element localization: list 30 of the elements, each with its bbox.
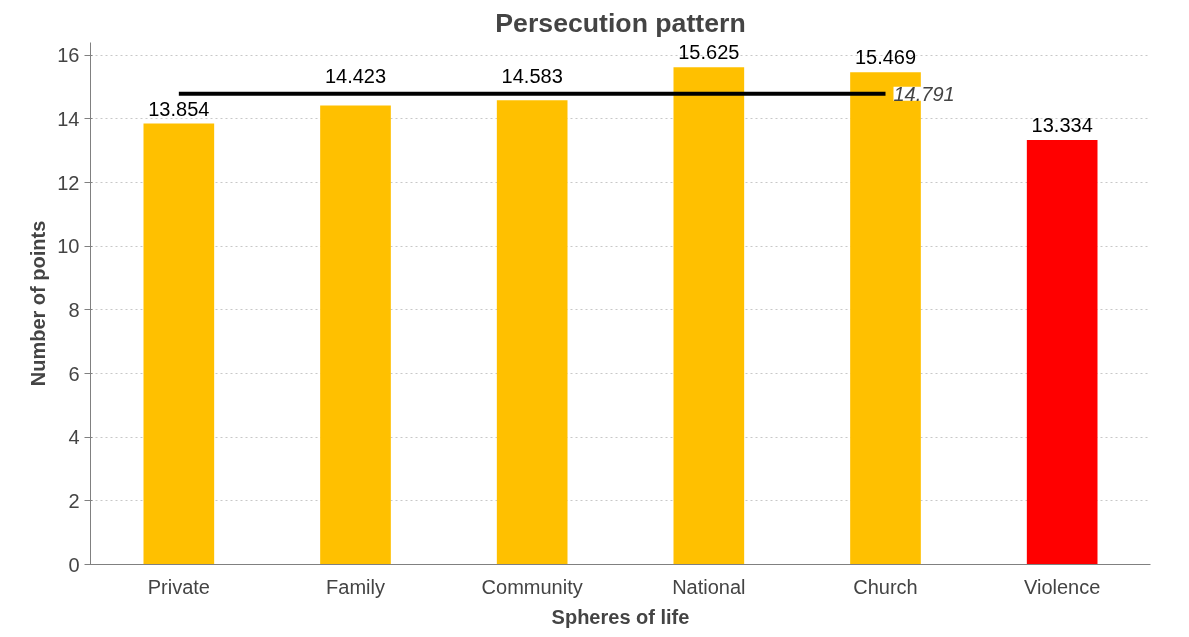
- data-label: 14.583: [501, 64, 563, 87]
- x-tick-label: Church: [853, 575, 918, 598]
- x-tick-label: Violence: [1023, 575, 1101, 598]
- y-tick-label: 16: [57, 44, 80, 67]
- x-tick-label: Family: [326, 575, 385, 598]
- chart-title: Persecution pattern: [495, 7, 746, 38]
- y-tick-label: 6: [68, 362, 80, 385]
- data-label: 15.625: [678, 41, 740, 64]
- y-tick-label: 14: [57, 107, 80, 130]
- bar: [1026, 140, 1098, 565]
- data-label: 13.334: [1031, 114, 1093, 137]
- y-tick-label: 12: [57, 171, 80, 194]
- data-label: 14.791: [893, 82, 955, 105]
- y-tick-label: 10: [57, 235, 80, 258]
- y-tick-label: 8: [68, 298, 80, 321]
- bar: [143, 123, 215, 565]
- y-tick-label: 4: [68, 426, 80, 449]
- x-tick-label: Private: [147, 575, 210, 598]
- data-label: 15.469: [854, 46, 917, 69]
- y-tick-label: 0: [68, 553, 80, 576]
- x-tick-label: Community: [481, 575, 583, 598]
- data-label: 14.423: [324, 64, 387, 87]
- y-axis-title: Number of points: [27, 220, 50, 387]
- bar: [673, 67, 745, 565]
- x-tick-label: National: [672, 575, 746, 598]
- data-label: 13.854: [148, 97, 210, 120]
- bar: [320, 105, 391, 565]
- y-tick-label: 2: [68, 489, 80, 512]
- x-axis-title: Spheres of life: [551, 605, 690, 628]
- bar: [496, 100, 568, 565]
